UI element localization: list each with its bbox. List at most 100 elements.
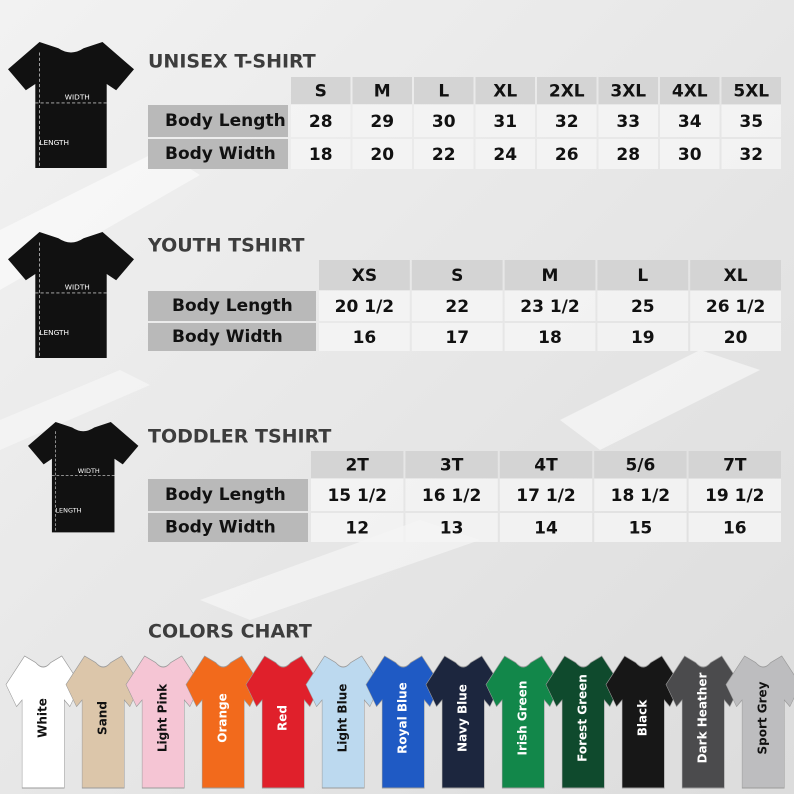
- shirt-color: [65, 655, 141, 789]
- shirt-color: [665, 655, 741, 789]
- shirt-color: [185, 655, 261, 789]
- row-label: Body Length: [172, 296, 293, 316]
- data-cell: [352, 139, 412, 169]
- data-cell: [688, 479, 781, 511]
- data-cell: [594, 513, 687, 542]
- data-cell: [411, 291, 503, 321]
- shirt-color: [605, 655, 681, 789]
- icon-length-label: LENGTH: [55, 506, 81, 514]
- data-cell: [597, 323, 689, 351]
- size-header: 3XL: [610, 82, 646, 102]
- header-cell: [405, 451, 498, 478]
- data-cell: [721, 105, 781, 137]
- row-label: Body Width: [165, 518, 276, 538]
- measurement: 15 1/2: [327, 486, 386, 506]
- color-swatch: [545, 655, 621, 789]
- color-name: Forest Green: [576, 674, 590, 762]
- size-header: 4T: [534, 456, 558, 476]
- measurement: 35: [739, 112, 763, 132]
- color-swatch: [245, 655, 321, 789]
- size-header: 2XL: [549, 82, 585, 102]
- color-name: Light Pink: [156, 683, 170, 752]
- size-header: 5XL: [733, 82, 769, 102]
- row-label: Body Width: [172, 327, 283, 347]
- row-label-cell: [148, 323, 316, 351]
- data-cell: [504, 323, 596, 351]
- measurement: 26: [555, 145, 579, 165]
- row-label-cell: [148, 513, 308, 542]
- measurement: 18 1/2: [611, 486, 670, 506]
- data-cell: [291, 139, 351, 169]
- color-name: Royal Blue: [396, 682, 410, 754]
- color-name: Sand: [96, 701, 110, 735]
- bg-shape: [560, 350, 760, 450]
- data-cell: [414, 139, 474, 169]
- data-cell: [411, 323, 503, 351]
- measurement: 22: [445, 297, 469, 317]
- header-cell: [598, 77, 658, 104]
- color-name: Black: [636, 699, 650, 736]
- data-cell: [319, 323, 410, 351]
- size-header: XL: [724, 266, 748, 286]
- data-cell: [598, 139, 658, 169]
- measurement: 24: [493, 145, 517, 165]
- data-cell: [311, 513, 404, 542]
- data-cell: [499, 513, 593, 542]
- color-name: Sport Grey: [756, 681, 770, 754]
- measurement: 13: [440, 519, 464, 539]
- colors-title: COLORS CHART: [148, 621, 312, 643]
- data-cell: [660, 105, 720, 137]
- size-header: 3T: [440, 456, 464, 476]
- data-cell: [594, 479, 687, 511]
- measurement: 17: [445, 328, 469, 348]
- measurement: 16 1/2: [422, 486, 481, 506]
- bg-shape: [200, 520, 480, 620]
- size-header: L: [637, 266, 648, 286]
- header-cell: [537, 77, 597, 104]
- measurement: 23 1/2: [520, 297, 579, 317]
- section-title: UNISEX T-SHIRT: [148, 51, 316, 73]
- shirt-color: [725, 655, 794, 789]
- data-cell: [598, 105, 658, 137]
- color-name: Navy Blue: [456, 684, 470, 752]
- data-cell: [352, 105, 412, 137]
- measurement: 20 1/2: [335, 297, 394, 317]
- color-swatch: [425, 655, 501, 789]
- row-label-cell: [148, 139, 288, 169]
- measurement: 19: [631, 328, 655, 348]
- measurement: 12: [345, 519, 369, 539]
- data-cell: [537, 139, 597, 169]
- data-cell: [597, 291, 689, 321]
- row-label: Body Length: [165, 485, 286, 505]
- data-cell: [405, 513, 498, 542]
- color-name: Red: [276, 705, 290, 731]
- header-cell: [319, 260, 410, 290]
- shirt-color: [305, 655, 381, 789]
- shirt-icon: WIDTH LENGTH: [8, 42, 134, 168]
- measurement: 17 1/2: [516, 486, 575, 506]
- color-swatch: [605, 655, 681, 789]
- header-cell: [311, 451, 404, 478]
- color-name: Light Blue: [336, 684, 350, 753]
- row-label-cell: [148, 479, 308, 511]
- data-cell: [311, 479, 404, 511]
- data-cell: [499, 479, 593, 511]
- measurement: 22: [432, 145, 456, 165]
- data-cell: [405, 479, 498, 511]
- measurement: 18: [538, 328, 562, 348]
- measurement: 20: [724, 328, 748, 348]
- measurement: 32: [555, 112, 579, 132]
- measurement: 30: [678, 145, 702, 165]
- data-cell: [660, 139, 720, 169]
- size-header: L: [438, 82, 449, 102]
- row-label: Body Length: [165, 111, 286, 131]
- measurement: 15: [629, 519, 653, 539]
- shirt-color: [485, 655, 561, 789]
- size-header: 2T: [345, 456, 369, 476]
- data-cell: [475, 105, 535, 137]
- data-cell: [319, 291, 410, 321]
- size-header: M: [374, 82, 391, 102]
- data-cell: [537, 105, 597, 137]
- size-header: 5/6: [625, 456, 655, 476]
